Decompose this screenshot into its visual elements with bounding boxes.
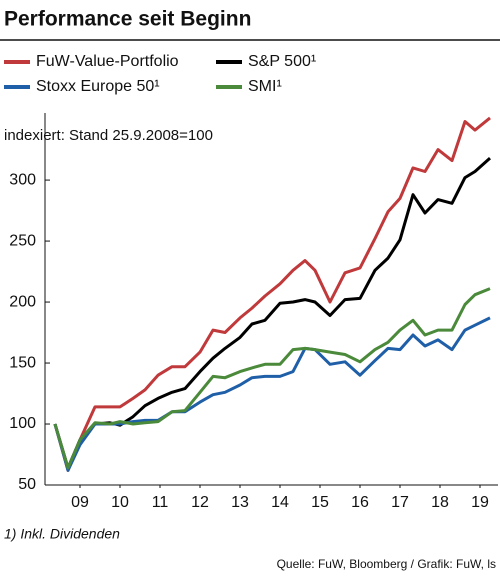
x-tick-label: 16 xyxy=(351,494,369,511)
x-tick-label: 12 xyxy=(191,494,209,511)
y-tick-label: 200 xyxy=(9,293,36,310)
x-tick-label: 11 xyxy=(152,494,169,511)
x-tick-label: 14 xyxy=(271,494,289,511)
source: Quelle: FuW, Bloomberg / Grafik: FuW, ls xyxy=(277,557,496,571)
chart-title: Performance seit Beginn xyxy=(4,8,251,31)
series-line xyxy=(53,116,491,472)
series-line xyxy=(53,316,491,472)
footnote: 1) Inkl. Dividenden xyxy=(4,526,120,542)
y-tick-label: 250 xyxy=(9,232,36,249)
x-tick-label: 17 xyxy=(391,494,409,511)
y-tick-label: 100 xyxy=(9,415,36,432)
x-tick-label: 10 xyxy=(111,494,129,511)
y-tick-label: 50 xyxy=(18,476,36,493)
series-line xyxy=(53,287,491,470)
y-tick-label: 150 xyxy=(9,354,36,371)
legend-label: Stoxx Europe 50¹ xyxy=(36,78,160,95)
legend-label: FuW-Value-Portfolio xyxy=(36,53,179,70)
x-tick-label: 18 xyxy=(431,494,449,511)
x-tick-label: 19 xyxy=(471,494,489,511)
x-tick-label: 13 xyxy=(231,494,249,511)
y-tick-label: 300 xyxy=(9,171,36,188)
x-tick-label: 15 xyxy=(311,494,329,511)
subtitle: indexiert: Stand 25.9.2008=100 xyxy=(4,127,213,144)
legend-label: SMI¹ xyxy=(248,78,282,95)
legend-label: S&P 500¹ xyxy=(248,53,316,70)
x-tick-label: 09 xyxy=(71,494,89,511)
series-line xyxy=(53,156,491,470)
